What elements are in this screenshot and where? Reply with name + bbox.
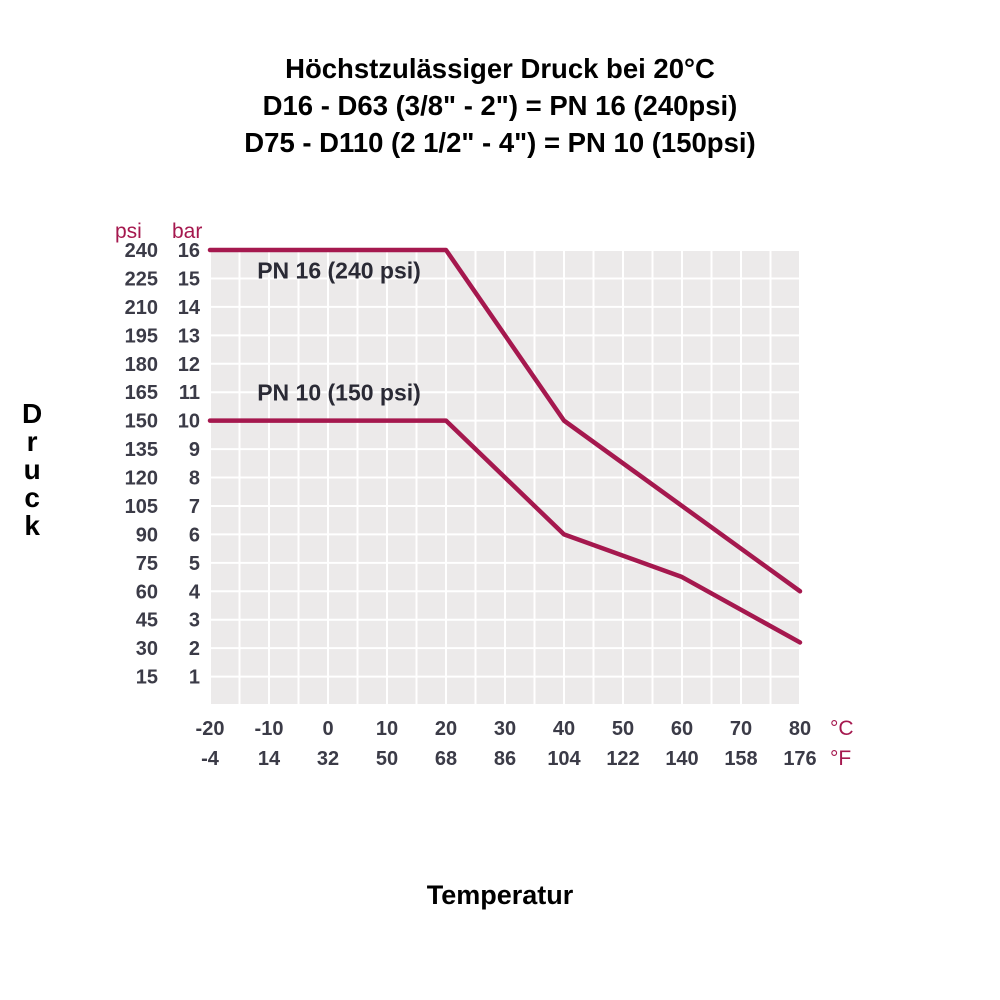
svg-text:°F: °F — [830, 747, 851, 770]
svg-text:6: 6 — [189, 524, 200, 546]
svg-text:°C: °C — [830, 717, 854, 740]
svg-text:225: 225 — [125, 268, 158, 290]
svg-text:16: 16 — [178, 240, 200, 262]
chart-svg: psibar1513024536047559061057120813591501… — [60, 215, 940, 835]
svg-text:135: 135 — [125, 439, 158, 461]
svg-text:11: 11 — [179, 382, 200, 404]
svg-text:9: 9 — [189, 439, 200, 461]
svg-text:60: 60 — [136, 581, 158, 603]
svg-text:165: 165 — [125, 382, 158, 404]
svg-text:-10: -10 — [255, 718, 284, 740]
svg-text:104: 104 — [547, 748, 581, 770]
svg-text:60: 60 — [671, 718, 693, 740]
svg-text:30: 30 — [136, 638, 158, 660]
svg-text:176: 176 — [783, 748, 816, 770]
title-line-3: D75 - D110 (2 1/2" - 4") = PN 10 (150psi… — [0, 124, 1000, 161]
svg-text:86: 86 — [494, 748, 516, 770]
svg-text:13: 13 — [178, 325, 200, 347]
chart: psibar1513024536047559061057120813591501… — [60, 215, 940, 835]
svg-text:5: 5 — [189, 553, 200, 575]
title-block: Höchstzulässiger Druck bei 20°C D16 - D6… — [0, 50, 1000, 161]
svg-text:14: 14 — [258, 748, 281, 770]
svg-text:45: 45 — [136, 610, 158, 632]
svg-text:120: 120 — [125, 468, 158, 490]
x-axis-label: Temperatur — [0, 880, 1000, 911]
svg-text:12: 12 — [178, 354, 200, 376]
svg-text:30: 30 — [494, 718, 516, 740]
svg-text:105: 105 — [125, 496, 158, 518]
title-line-1: Höchstzulässiger Druck bei 20°C — [0, 50, 1000, 87]
svg-text:4: 4 — [189, 581, 201, 603]
svg-text:80: 80 — [789, 718, 811, 740]
svg-text:70: 70 — [730, 718, 752, 740]
svg-text:180: 180 — [125, 354, 158, 376]
svg-text:7: 7 — [189, 496, 200, 518]
svg-text:2: 2 — [189, 638, 200, 660]
svg-text:PN 16 (240 psi): PN 16 (240 psi) — [257, 257, 421, 283]
svg-text:14: 14 — [178, 297, 201, 319]
svg-text:195: 195 — [125, 325, 158, 347]
svg-text:8: 8 — [189, 468, 200, 490]
svg-text:150: 150 — [125, 411, 158, 433]
svg-text:50: 50 — [376, 748, 398, 770]
svg-text:10: 10 — [376, 718, 398, 740]
svg-text:158: 158 — [724, 748, 757, 770]
svg-text:75: 75 — [136, 553, 158, 575]
svg-text:90: 90 — [136, 524, 158, 546]
svg-text:40: 40 — [553, 718, 575, 740]
svg-text:68: 68 — [435, 748, 457, 770]
svg-text:PN 10 (150 psi): PN 10 (150 psi) — [257, 380, 421, 406]
svg-text:32: 32 — [317, 748, 339, 770]
svg-text:15: 15 — [178, 268, 200, 290]
svg-text:240: 240 — [125, 240, 158, 262]
page: Höchstzulässiger Druck bei 20°C D16 - D6… — [0, 0, 1000, 1000]
svg-text:140: 140 — [665, 748, 698, 770]
svg-text:210: 210 — [125, 297, 158, 319]
svg-text:50: 50 — [612, 718, 634, 740]
svg-text:15: 15 — [136, 667, 158, 689]
y-axis-label: Druck — [22, 400, 42, 540]
svg-text:-20: -20 — [196, 718, 225, 740]
svg-text:0: 0 — [322, 718, 333, 740]
svg-text:3: 3 — [189, 610, 200, 632]
svg-text:122: 122 — [606, 748, 639, 770]
title-line-2: D16 - D63 (3/8" - 2") = PN 16 (240psi) — [0, 87, 1000, 124]
svg-text:10: 10 — [178, 411, 200, 433]
svg-text:20: 20 — [435, 718, 457, 740]
svg-text:-4: -4 — [201, 748, 220, 770]
svg-text:1: 1 — [189, 667, 200, 689]
